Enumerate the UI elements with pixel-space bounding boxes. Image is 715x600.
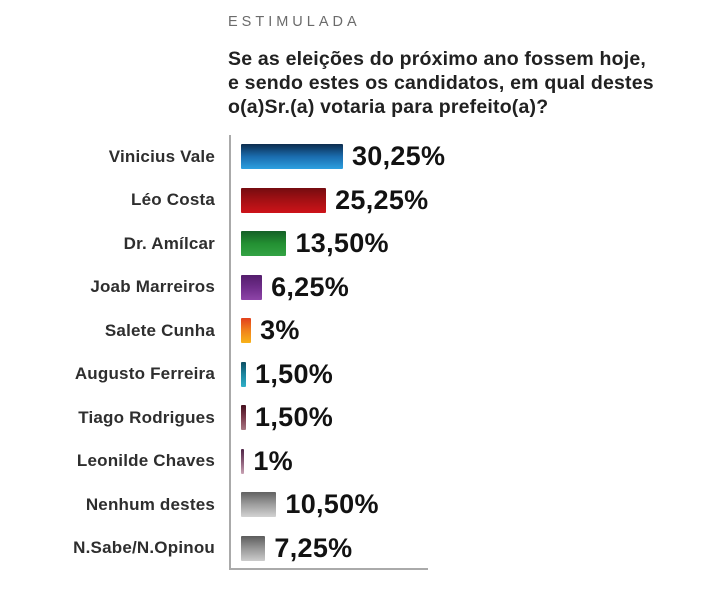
x-axis-line (229, 568, 428, 570)
bar-row: Leonilde Chaves 1% (0, 440, 715, 484)
y-axis-line (229, 135, 231, 570)
candidate-label: Léo Costa (131, 190, 215, 210)
bar-leonilde-chaves (241, 448, 245, 474)
candidate-label: Leonilde Chaves (76, 451, 215, 471)
value-label: 6,25% (271, 271, 350, 302)
bar-nsabe-nopinou (241, 535, 266, 561)
candidate-label: Nenhum destes (85, 494, 215, 514)
bar-tiago-rodrigues (241, 405, 247, 431)
value-label: 1% (253, 445, 293, 476)
candidate-label: Salete Cunha (104, 320, 215, 340)
bar-nenhum-destes (241, 492, 277, 518)
bar-salete-cunha (241, 318, 252, 344)
bar-vinicius-vale (241, 144, 343, 170)
bar-row: Tiago Rodrigues 1,50% (0, 396, 715, 440)
value-label: 1,50% (255, 358, 334, 389)
value-label: 10,50% (285, 489, 379, 520)
candidate-label: Tiago Rodrigues (78, 407, 215, 427)
bar-row: Salete Cunha 3% (0, 309, 715, 353)
value-label: 13,50% (295, 228, 389, 259)
value-label: 1,50% (255, 402, 334, 433)
value-label: 25,25% (335, 184, 429, 215)
poll-question: Se as eleições do próximo ano fossem hoj… (228, 47, 708, 119)
value-label: 30,25% (351, 141, 446, 172)
bar-row: Dr. Amílcar 13,50% (0, 222, 715, 266)
bar-joab-marreiros (241, 274, 263, 300)
value-label: 7,25% (274, 532, 353, 563)
bar-row: Léo Costa 25,25% (0, 179, 715, 223)
bar-row: Vinicius Vale 30,25% (0, 135, 715, 179)
question-line: Se as eleições do próximo ano fossem hoj… (228, 48, 647, 70)
bar-row: N.Sabe/N.Opinou 7,25% (0, 527, 715, 571)
chart-kicker: ESTIMULADA (228, 14, 361, 30)
bar-row: Nenhum destes 10,50% (0, 483, 715, 527)
candidate-label: Augusto Ferreira (74, 364, 215, 384)
bar-row: Joab Marreiros 6,25% (0, 266, 715, 310)
bar-chart-area: Vinicius Vale 30,25% Léo Costa 25,25% Dr… (0, 135, 715, 572)
bar-row: Augusto Ferreira 1,50% (0, 353, 715, 397)
candidate-label: Joab Marreiros (90, 277, 215, 297)
bar-dr-amilcar (241, 231, 287, 257)
candidate-label: N.Sabe/N.Opinou (73, 538, 215, 558)
bar-leo-costa (241, 187, 327, 213)
candidate-label: Vinicius Vale (108, 146, 215, 166)
question-line: e sendo estes os candidatos, em qual des… (228, 72, 654, 94)
value-label: 3% (260, 315, 300, 346)
candidate-label: Dr. Amílcar (123, 233, 215, 253)
bar-augusto-ferreira (241, 361, 247, 387)
question-line: o(a)Sr.(a) votaria para prefeito(a)? (228, 96, 549, 118)
